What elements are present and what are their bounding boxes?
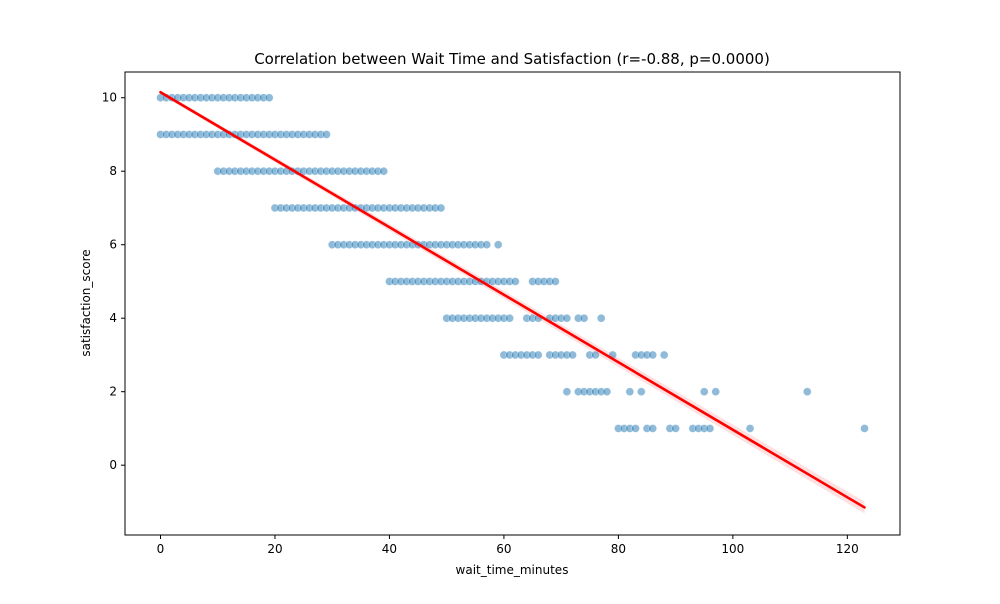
data-point xyxy=(533,350,543,360)
data-point xyxy=(802,387,812,396)
y-tick-label: 6 xyxy=(109,238,117,252)
x-tick-label: 60 xyxy=(496,542,511,556)
x-axis-ticks: 0 20 40 60 80 100 120 xyxy=(157,535,859,556)
data-point xyxy=(659,350,669,360)
y-tick-label: 8 xyxy=(109,164,117,178)
x-axis-label: wait_time_minutes xyxy=(456,563,569,577)
x-tick-label: 40 xyxy=(382,542,397,556)
data-point xyxy=(322,130,331,139)
y-axis-ticks: 0 2 4 6 8 10 xyxy=(102,91,125,472)
y-axis-label: satisfaction_score xyxy=(79,249,93,356)
x-tick-label: 0 xyxy=(157,542,165,556)
data-point xyxy=(551,277,560,286)
data-point xyxy=(591,350,600,360)
data-point xyxy=(264,93,274,103)
data-point xyxy=(705,424,715,433)
y-tick-label: 2 xyxy=(109,385,117,399)
y-tick-label: 4 xyxy=(109,311,117,325)
data-point xyxy=(648,350,658,360)
data-point xyxy=(625,387,635,396)
plot-frame xyxy=(124,71,901,536)
data-point xyxy=(436,203,446,213)
data-point xyxy=(568,350,577,360)
data-point xyxy=(602,387,612,396)
data-point xyxy=(671,424,680,433)
data-point xyxy=(711,387,720,396)
x-tick-label: 20 xyxy=(267,542,282,556)
data-point xyxy=(579,313,589,323)
data-point xyxy=(631,424,640,433)
data-point xyxy=(648,424,658,433)
data-point xyxy=(482,240,492,250)
data-point xyxy=(745,424,755,433)
y-tick-label: 10 xyxy=(102,91,117,105)
x-tick-label: 100 xyxy=(721,542,744,556)
chart-title: Correlation between Wait Time and Satisf… xyxy=(254,50,770,68)
data-point xyxy=(379,166,389,176)
x-tick-label: 80 xyxy=(611,542,626,556)
regression-line-group xyxy=(159,90,866,509)
y-tick-label: 0 xyxy=(109,458,117,472)
data-point xyxy=(699,387,709,396)
data-points xyxy=(156,93,869,433)
data-point xyxy=(493,240,503,250)
data-point xyxy=(562,313,572,323)
data-point xyxy=(596,313,606,323)
data-point xyxy=(562,387,572,396)
data-point xyxy=(860,424,869,433)
x-tick-label: 120 xyxy=(836,542,859,556)
data-point xyxy=(636,387,646,396)
regression-line xyxy=(159,90,866,509)
data-point xyxy=(511,277,520,286)
data-point xyxy=(505,313,514,323)
